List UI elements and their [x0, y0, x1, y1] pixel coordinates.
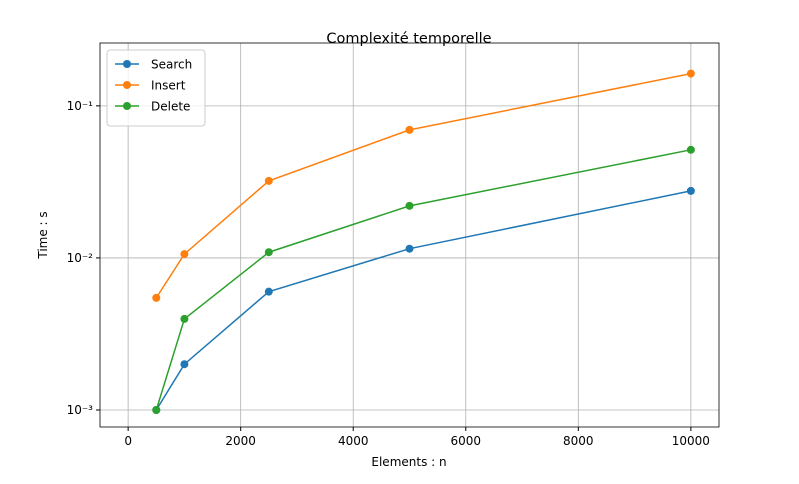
legend: Search Insert Delete — [106, 49, 206, 127]
point — [405, 244, 414, 253]
x-axis-label: Elements : n — [371, 455, 446, 469]
legend-label: Insert — [151, 79, 186, 93]
series-line — [155, 190, 692, 411]
x-tick-label: 10000 — [672, 434, 710, 448]
legend-box — [106, 49, 206, 127]
legend-label: Delete — [151, 100, 190, 114]
y-axis-label: Time : s — [36, 211, 50, 259]
point — [152, 293, 161, 302]
series-line — [155, 149, 692, 411]
point — [264, 287, 273, 296]
x-tick-label: 8000 — [563, 434, 594, 448]
plot-frame — [99, 42, 720, 428]
legend-marker — [123, 102, 131, 110]
legend-marker — [123, 60, 131, 68]
point — [264, 248, 273, 257]
point — [686, 145, 695, 154]
series-line — [155, 72, 692, 299]
point — [686, 69, 695, 78]
point — [405, 201, 414, 210]
x-tick-label: 6000 — [450, 434, 481, 448]
y-tick-label: 10⁻¹ — [67, 99, 94, 113]
legend-marker — [123, 81, 131, 89]
point — [180, 360, 189, 369]
x-tick-label: 2000 — [225, 434, 256, 448]
y-tick-label: 10⁻³ — [67, 403, 94, 417]
point — [180, 314, 189, 323]
chart-title: Complexité temporelle — [326, 31, 491, 47]
point — [264, 176, 273, 185]
x-tick-label: 0 — [124, 434, 132, 448]
point — [405, 125, 414, 134]
legend-label: Search — [151, 58, 192, 72]
point — [686, 186, 695, 195]
point — [180, 250, 189, 259]
x-tick-label: 4000 — [338, 434, 369, 448]
y-tick-label: 10⁻² — [67, 251, 94, 265]
point — [152, 405, 161, 414]
